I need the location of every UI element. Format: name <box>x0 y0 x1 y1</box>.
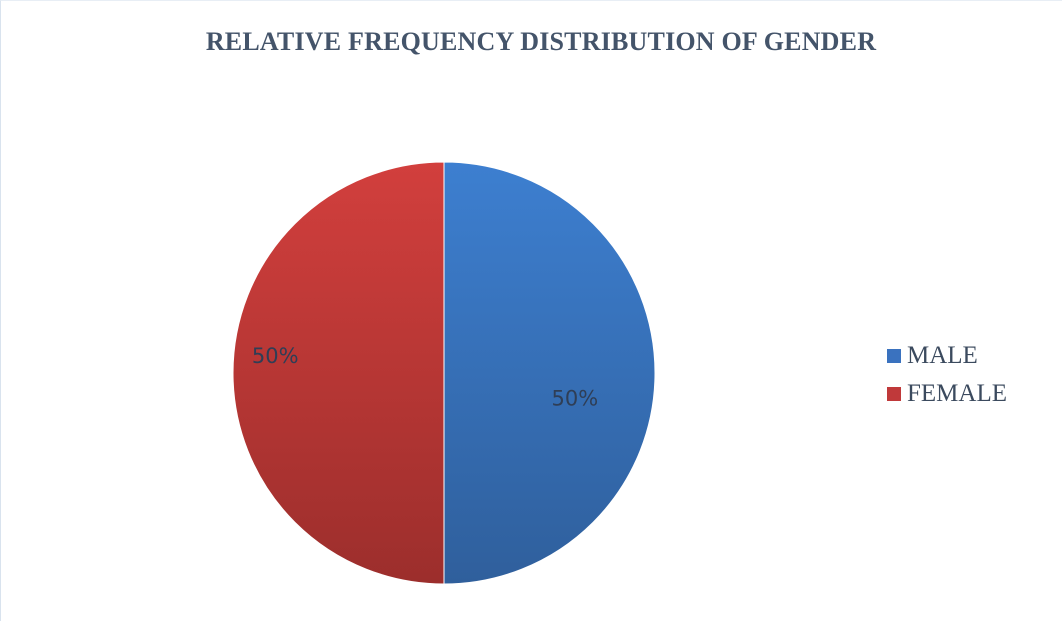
legend-item-female: FEMALE <box>887 375 1007 413</box>
legend: MALE FEMALE <box>887 337 1007 413</box>
legend-label-male: MALE <box>907 342 978 369</box>
legend-swatch-female <box>887 387 901 401</box>
pie-slice-female <box>232 161 445 585</box>
pie-slice-male <box>443 161 656 585</box>
chart-title: RELATIVE FREQUENCY DISTRIBUTION OF GENDE… <box>205 27 877 56</box>
slice-label-female: 50% <box>252 344 299 368</box>
legend-item-male: MALE <box>887 337 1007 375</box>
slice-label-male: 50% <box>551 386 598 410</box>
legend-swatch-male <box>887 349 901 363</box>
legend-label-female: FEMALE <box>907 380 1007 407</box>
